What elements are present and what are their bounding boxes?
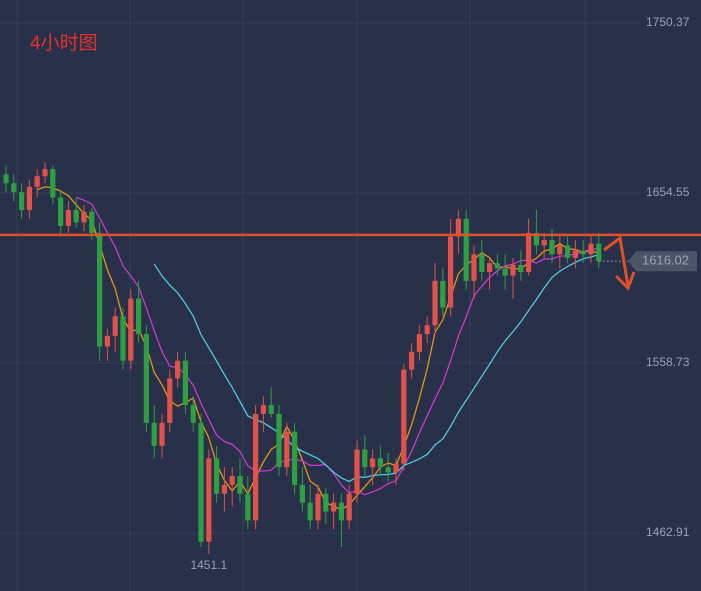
candle-body: [89, 211, 95, 233]
candle-body: [323, 493, 329, 512]
candle-body: [526, 232, 532, 272]
candle-body: [549, 240, 555, 255]
candle-body: [73, 209, 79, 223]
candle-body: [487, 263, 493, 272]
candle-body: [385, 467, 391, 473]
candle-body: [370, 458, 376, 468]
candle-body: [463, 218, 469, 281]
candle-body: [354, 449, 360, 494]
moving-average: [153, 254, 599, 483]
y-tick-label: 1558.73: [646, 355, 690, 369]
candle-body: [112, 316, 118, 336]
y-tick-label: 1654.55: [646, 185, 690, 199]
candle-body: [572, 250, 578, 258]
candle-body: [541, 240, 547, 246]
candle-body: [510, 264, 516, 276]
candle-body: [448, 236, 454, 308]
candle-body: [237, 476, 243, 494]
last-price-label: 1616.02: [642, 253, 689, 268]
candle-body: [455, 218, 461, 237]
candle-body: [518, 264, 524, 272]
candle-body: [260, 405, 266, 414]
candle-body: [143, 334, 149, 423]
candle-body: [26, 186, 32, 210]
candle-body: [557, 245, 563, 255]
candle-body: [440, 280, 446, 308]
candle-body: [502, 268, 508, 276]
candle-body: [97, 232, 103, 347]
candle-body: [104, 335, 110, 347]
candle-body: [416, 334, 422, 352]
candle-body: [315, 493, 321, 521]
candle-body: [221, 484, 227, 494]
candle-body: [136, 298, 142, 335]
candle-body: [11, 183, 17, 193]
candle-body: [3, 174, 9, 184]
y-tick-label: 1750.37: [646, 15, 690, 29]
candle-body: [190, 405, 196, 423]
candle-body: [253, 413, 259, 521]
candle-body: [58, 197, 64, 226]
candle-body: [596, 243, 602, 262]
candle-body: [34, 176, 40, 187]
candle-body: [292, 431, 298, 485]
candle-body: [284, 431, 290, 468]
candle-body: [432, 280, 438, 326]
arrow-head: [614, 271, 636, 291]
candle-body: [580, 250, 586, 255]
candle-body: [409, 351, 415, 370]
candle-body: [42, 169, 48, 177]
candle-body: [19, 192, 25, 210]
candle-body: [245, 493, 251, 521]
candle-body: [128, 298, 134, 361]
candle-body: [65, 209, 71, 226]
chart-title: 4小时图: [30, 32, 98, 54]
plot: 1750.37 1654.55 1558.73 1462.91 1451.1 1616.0…: [0, 15, 701, 572]
candle-body: [299, 484, 305, 503]
candle-body: [588, 243, 594, 255]
low-label: 1451.1: [190, 558, 227, 572]
candle-body: [268, 405, 274, 414]
annotation-arrow: [603, 235, 636, 291]
candle-body: [167, 378, 173, 423]
candle-body: [50, 169, 56, 198]
price-tag: [628, 251, 697, 272]
candle-body: [198, 422, 204, 542]
candle-body: [494, 263, 500, 269]
candle-body: [120, 316, 126, 361]
candle-body: [229, 476, 235, 485]
candle-body: [338, 502, 344, 521]
candle-body: [424, 325, 430, 335]
candle-body: [362, 449, 368, 468]
candle-body: [151, 422, 157, 446]
candle-body: [331, 502, 337, 512]
arrow-path: [603, 235, 630, 287]
candle-body: [533, 232, 539, 246]
candle-body: [206, 458, 212, 542]
candle-body: [81, 211, 87, 223]
candle-body: [276, 413, 282, 468]
candle-body: [346, 493, 352, 521]
candle-body: [182, 360, 188, 406]
candle-body: [307, 502, 313, 521]
candle-body: [175, 360, 181, 379]
candle-body: [565, 245, 571, 258]
candle-body: [479, 254, 485, 272]
candle-body: [401, 369, 407, 464]
y-tick-label: 1462.91: [646, 525, 690, 539]
candle-body: [214, 458, 220, 494]
candle-body: [159, 422, 165, 446]
vertical-grid: [16, 0, 586, 591]
candle-body: [471, 254, 477, 281]
candle-body: [393, 463, 399, 473]
moving-average: [75, 196, 599, 496]
candle-body: [377, 458, 383, 468]
